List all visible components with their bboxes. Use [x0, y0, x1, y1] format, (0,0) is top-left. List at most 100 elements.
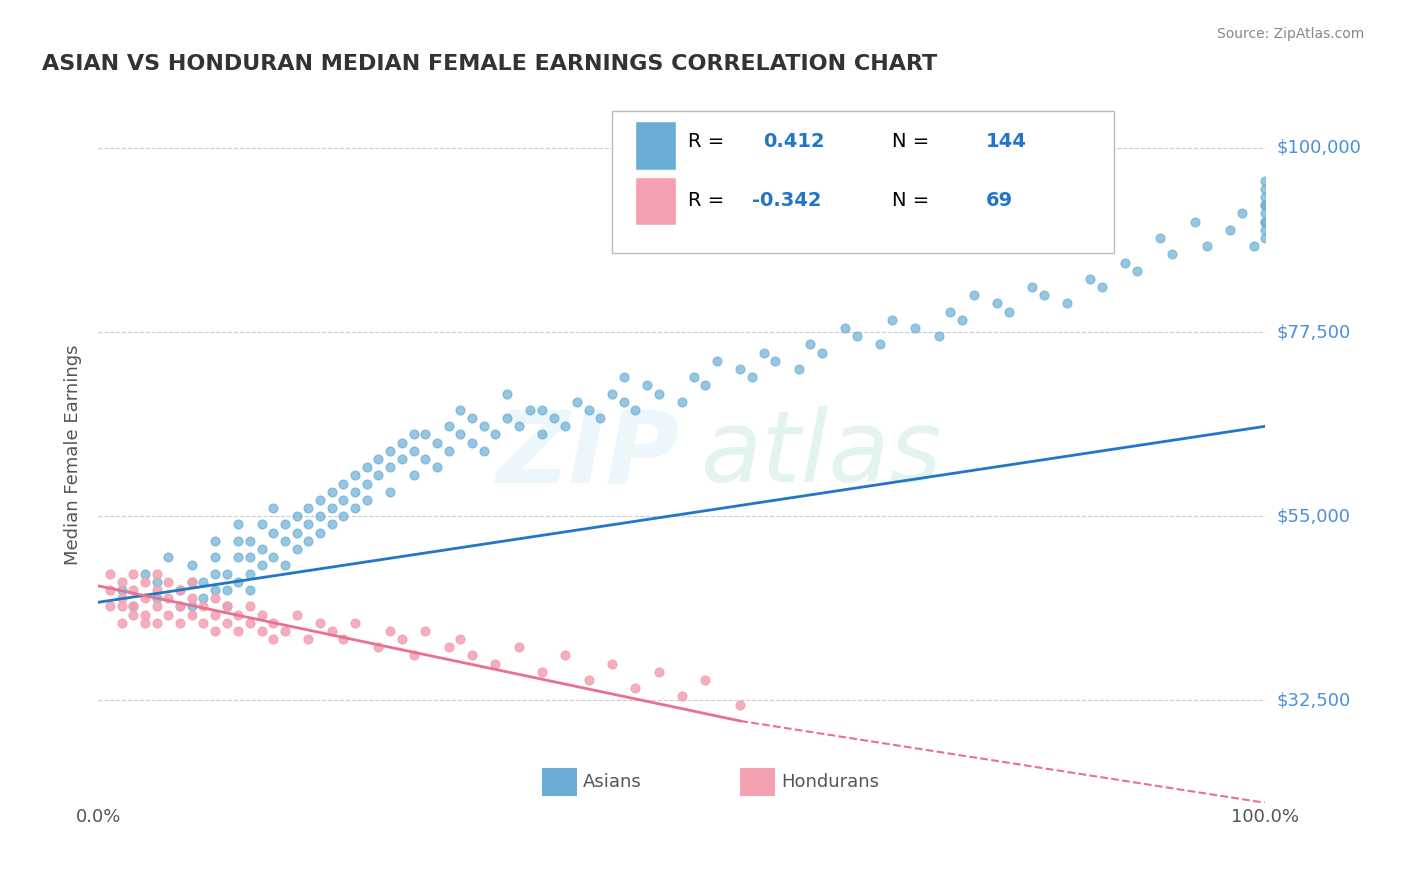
Point [1080, 272, 1102, 286]
Point [134, 566, 156, 581]
Point [437, 419, 460, 434]
Point [180, 599, 202, 614]
Point [285, 509, 308, 524]
Point [98, 566, 121, 581]
Point [215, 582, 238, 597]
FancyBboxPatch shape [636, 177, 676, 226]
Point [402, 648, 425, 663]
Point [939, 304, 962, 318]
Point [449, 403, 471, 417]
Point [1243, 239, 1265, 253]
Point [413, 452, 436, 467]
Point [356, 492, 378, 507]
Point [157, 591, 180, 606]
Point [530, 665, 553, 679]
Point [122, 607, 145, 622]
Point [378, 443, 402, 458]
Point [1254, 206, 1277, 220]
Point [565, 394, 588, 409]
Point [508, 419, 530, 434]
Text: atlas: atlas [702, 407, 943, 503]
Point [134, 607, 156, 622]
Point [1161, 247, 1184, 261]
Point [297, 533, 319, 548]
Point [262, 525, 284, 540]
Point [180, 591, 202, 606]
Point [98, 599, 121, 614]
Point [169, 599, 191, 614]
Point [1254, 223, 1277, 237]
Point [111, 582, 134, 597]
Point [262, 550, 284, 565]
Point [869, 337, 891, 351]
Point [671, 690, 693, 704]
Point [111, 599, 134, 614]
Point [344, 501, 367, 516]
Text: Hondurans: Hondurans [782, 773, 879, 791]
Point [309, 525, 332, 540]
Point [402, 468, 425, 483]
Point [146, 582, 169, 597]
Point [682, 370, 704, 384]
Point [449, 632, 471, 646]
Point [204, 591, 226, 606]
Point [1021, 280, 1043, 294]
Point [274, 517, 297, 532]
Y-axis label: Median Female Earnings: Median Female Earnings [65, 344, 83, 566]
Point [1032, 288, 1054, 302]
Point [274, 558, 297, 573]
Point [787, 362, 810, 376]
Point [146, 574, 169, 589]
Point [706, 353, 728, 368]
Point [508, 640, 530, 655]
Point [600, 657, 623, 671]
Point [962, 288, 984, 302]
Point [122, 599, 145, 614]
Point [426, 460, 449, 475]
Point [671, 394, 693, 409]
Point [297, 517, 319, 532]
Point [180, 574, 202, 589]
Point [146, 615, 169, 630]
Text: Source: ZipAtlas.com: Source: ZipAtlas.com [1216, 27, 1364, 41]
Point [250, 558, 273, 573]
Point [239, 582, 262, 597]
Point [250, 517, 273, 532]
Point [612, 370, 634, 384]
Point [122, 599, 145, 614]
Point [321, 484, 343, 499]
Point [262, 501, 284, 516]
Point [578, 403, 600, 417]
Point [204, 607, 226, 622]
Point [215, 599, 238, 614]
Point [193, 615, 215, 630]
Point [799, 337, 821, 351]
FancyBboxPatch shape [612, 111, 1114, 253]
Point [426, 435, 449, 450]
Point [1184, 214, 1206, 228]
Point [134, 615, 156, 630]
Point [367, 640, 389, 655]
Point [134, 591, 156, 606]
Point [1056, 296, 1078, 310]
Point [1195, 239, 1218, 253]
Point [204, 624, 226, 638]
Point [1254, 214, 1277, 228]
FancyBboxPatch shape [541, 768, 576, 796]
Point [437, 640, 460, 655]
Text: 69: 69 [986, 192, 1012, 211]
Point [928, 329, 950, 343]
Point [402, 443, 425, 458]
Point [321, 517, 343, 532]
Point [228, 550, 250, 565]
Text: $55,000: $55,000 [1277, 508, 1351, 525]
Point [146, 591, 169, 606]
Point [367, 452, 389, 467]
Point [111, 615, 134, 630]
Point [262, 615, 284, 630]
Point [228, 624, 250, 638]
Point [472, 443, 495, 458]
Point [169, 599, 191, 614]
Text: R =: R = [688, 192, 730, 211]
Point [239, 550, 262, 565]
